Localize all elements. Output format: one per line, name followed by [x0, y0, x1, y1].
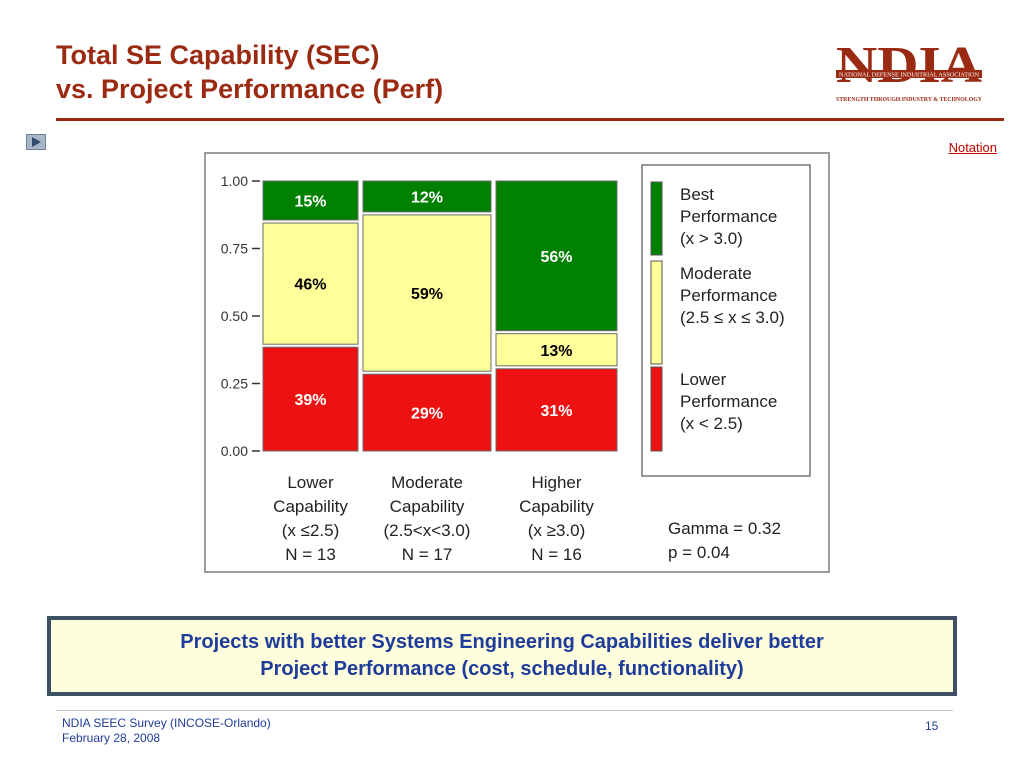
- legend-label-best: Best: [680, 185, 714, 204]
- x-category-label: (x ≥3.0): [528, 521, 586, 540]
- key-message-box: Projects with better Systems Engineering…: [47, 616, 957, 696]
- x-category-label: Higher: [531, 473, 581, 492]
- x-category-label: (2.5<x<3.0): [384, 521, 471, 540]
- legend-label-moderate: Moderate: [680, 264, 752, 283]
- key-message-line2: Project Performance (cost, schedule, fun…: [260, 658, 744, 680]
- mosaic-cell-moderate: [262, 222, 359, 345]
- ndia-logo-line1: NATIONAL DEFENSE INDUSTRIAL ASSOCIATION: [839, 72, 979, 79]
- x-category-label: Capability: [390, 497, 465, 516]
- ndia-logo-letters: NDIA: [836, 40, 982, 94]
- y-tick-label: 0.50: [221, 308, 248, 324]
- ndia-logo: NDIA NATIONAL DEFENSE INDUSTRIAL ASSOCIA…: [836, 40, 982, 103]
- legend-swatch-best: [650, 181, 663, 256]
- slide-title-line1: Total SE Capability (SEC): [56, 40, 380, 70]
- mosaic-cell-lower: [262, 346, 359, 452]
- mosaic-chart-svg: 0.00 0.25 0.50 0.75 1.00 39% 46% 15% Lower Capabi…: [221, 164, 811, 564]
- title-divider: [56, 118, 1004, 121]
- page-number: 15: [925, 719, 939, 733]
- mosaic-cell-value-label: 13%: [540, 343, 572, 360]
- legend-label-lower: Lower: [680, 370, 727, 389]
- mosaic-cell-best: [495, 180, 618, 332]
- legend-label-moderate: (2.5 ≤ x ≤ 3.0): [680, 308, 785, 327]
- x-category-label: Capability: [519, 497, 594, 516]
- mosaic-cell-value-label: 46%: [294, 277, 326, 294]
- mosaic-cell-value-label: 15%: [294, 194, 326, 211]
- legend-label-best: (x > 3.0): [680, 229, 743, 248]
- mosaic-cell-value-label: 39%: [294, 392, 326, 409]
- legend-label-best: Performance: [680, 207, 777, 226]
- play-icon[interactable]: [26, 134, 46, 150]
- legend-frame: [641, 164, 811, 477]
- p-value-statistic: p = 0.04: [668, 543, 730, 562]
- y-tick-label: 0.25: [221, 376, 248, 392]
- mosaic-cell-value-label: 56%: [540, 249, 572, 266]
- x-category-label: Lower: [287, 473, 334, 492]
- mosaic-cell-lower: [362, 373, 492, 452]
- mosaic-cell-best: [362, 180, 492, 213]
- notation-link[interactable]: Notation: [948, 140, 997, 155]
- mosaic-cell-moderate: [362, 214, 492, 372]
- x-category-label: N = 13: [285, 545, 336, 564]
- x-category-label: Moderate: [391, 473, 463, 492]
- x-category-label: (x ≤2.5): [282, 521, 340, 540]
- footer-divider: [56, 710, 953, 711]
- ndia-logo-line2: STRENGTH THROUGH INDUSTRY & TECHNOLOGY: [836, 96, 982, 103]
- y-tick-label: 1.00: [221, 173, 248, 189]
- mosaic-cell-value-label: 31%: [540, 403, 572, 420]
- footer-source: NDIA SEEC Survey (INCOSE-Orlando) Februa…: [62, 716, 271, 746]
- mosaic-cell-best: [262, 180, 359, 221]
- mosaic-chart: 0.00 0.25 0.50 0.75 1.00 39% 46% 15% Lower Capabi…: [204, 152, 830, 573]
- mosaic-cell-value-label: 59%: [411, 286, 443, 303]
- footer-line2: February 28, 2008: [62, 731, 161, 745]
- mosaic-cell-lower: [495, 368, 618, 452]
- y-tick-label: 0.00: [221, 443, 248, 459]
- key-message-line1: Projects with better Systems Engineering…: [180, 631, 824, 653]
- legend-label-lower: Performance: [680, 392, 777, 411]
- slide-title-line2: vs. Project Performance (Perf): [56, 74, 444, 104]
- x-category-label: N = 17: [402, 545, 453, 564]
- legend-swatch-lower: [650, 366, 663, 452]
- x-category-label: N = 16: [531, 545, 582, 564]
- x-category-label: Capability: [273, 497, 348, 516]
- mosaic-cell-value-label: 29%: [411, 406, 443, 423]
- legend-label-lower: (x < 2.5): [680, 414, 743, 433]
- slide-title: Total SE Capability (SEC) vs. Project Pe…: [56, 38, 443, 106]
- mosaic-cell-value-label: 12%: [411, 189, 443, 206]
- mosaic-cell-moderate: [495, 333, 618, 367]
- legend-label-moderate: Performance: [680, 286, 777, 305]
- footer-line1: NDIA SEEC Survey (INCOSE-Orlando): [62, 716, 271, 730]
- y-tick-label: 0.75: [221, 241, 248, 257]
- gamma-statistic: Gamma = 0.32: [668, 519, 781, 538]
- legend-swatch-moderate: [650, 260, 663, 365]
